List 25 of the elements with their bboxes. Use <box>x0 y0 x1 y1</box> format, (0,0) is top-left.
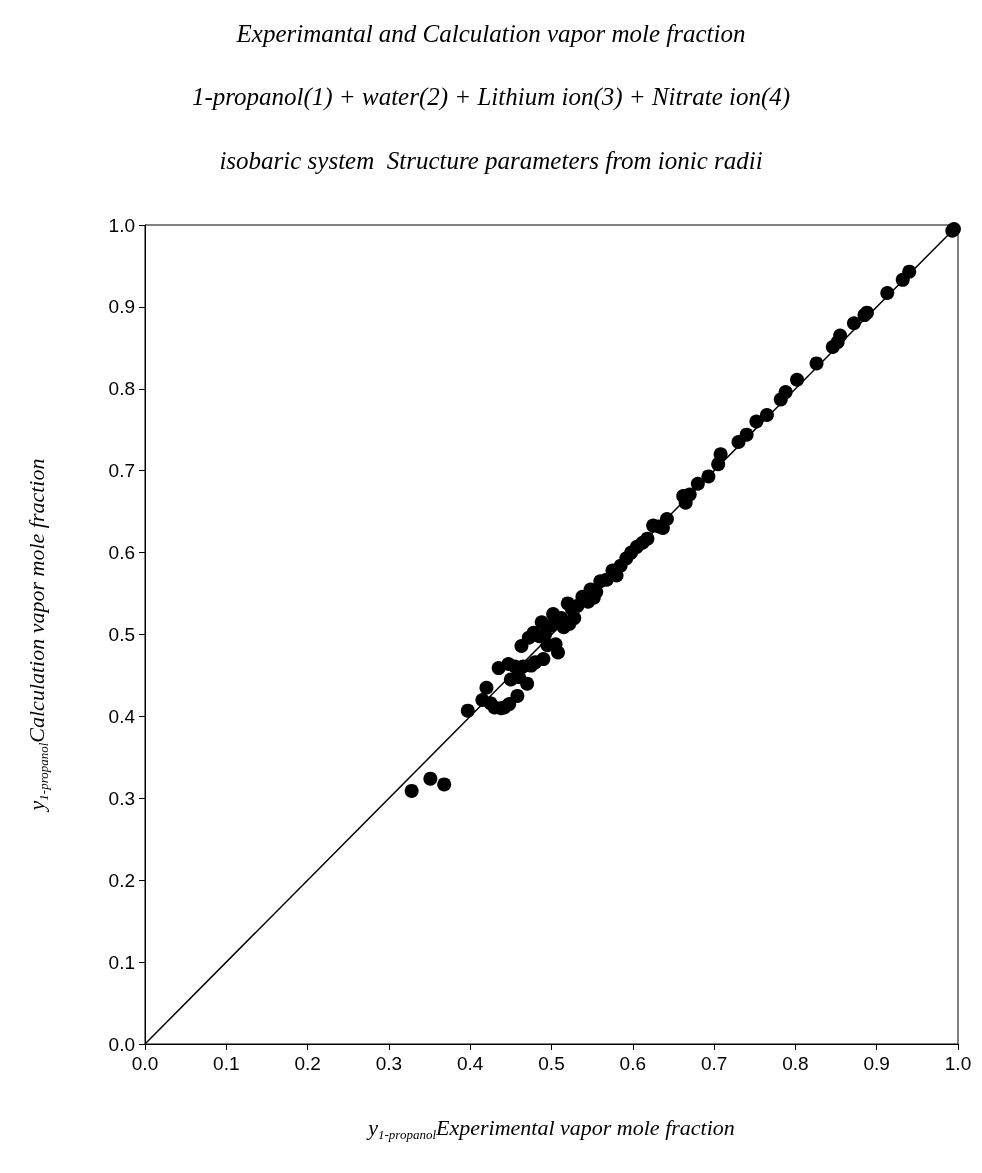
x-tick-label: 0.5 <box>538 1053 565 1074</box>
y-tick-label: 0.4 <box>108 705 136 727</box>
x-tick-label: 0.2 <box>294 1053 321 1074</box>
y-tick-label: 1.0 <box>108 214 135 236</box>
y-tick-label: 0.7 <box>108 460 135 482</box>
x-tick-label: 0.8 <box>782 1053 809 1074</box>
y-tick-label: 0.6 <box>108 542 135 564</box>
x-tick-label: 0.9 <box>863 1053 890 1074</box>
y-tick-label: 0.9 <box>108 296 135 318</box>
x-tick-label: 0.7 <box>700 1053 728 1074</box>
y-tick-label: 0.2 <box>108 869 135 891</box>
x-tick-label: 0.6 <box>619 1053 647 1074</box>
x-tick-label: 0.0 <box>131 1053 159 1074</box>
x-tick-label: 0.1 <box>213 1053 240 1074</box>
y-tick-label: 0.3 <box>108 787 135 809</box>
y-tick-label: 0.8 <box>108 378 135 400</box>
y-tick-label: 0.0 <box>108 1033 135 1055</box>
y-tick-label: 0.1 <box>108 951 135 973</box>
text: 1-propanol(1) + water(2) + Lithium ion(3) + Nitrate ion(4) isobaric system Structure parameters from ionic radii <box>191 82 791 174</box>
y-axis-title: y1-propanolCalculation vapor mole fraction <box>24 458 51 813</box>
x-tick-label: 0.3 <box>375 1053 403 1074</box>
chart-title: Experimantal and Calculation vapor mole fraction <box>235 20 746 47</box>
y-tick-label: 0.5 <box>108 624 135 645</box>
x-tick-label: 0.4 <box>456 1053 484 1074</box>
x-tick-label: 1.0 <box>944 1053 972 1074</box>
